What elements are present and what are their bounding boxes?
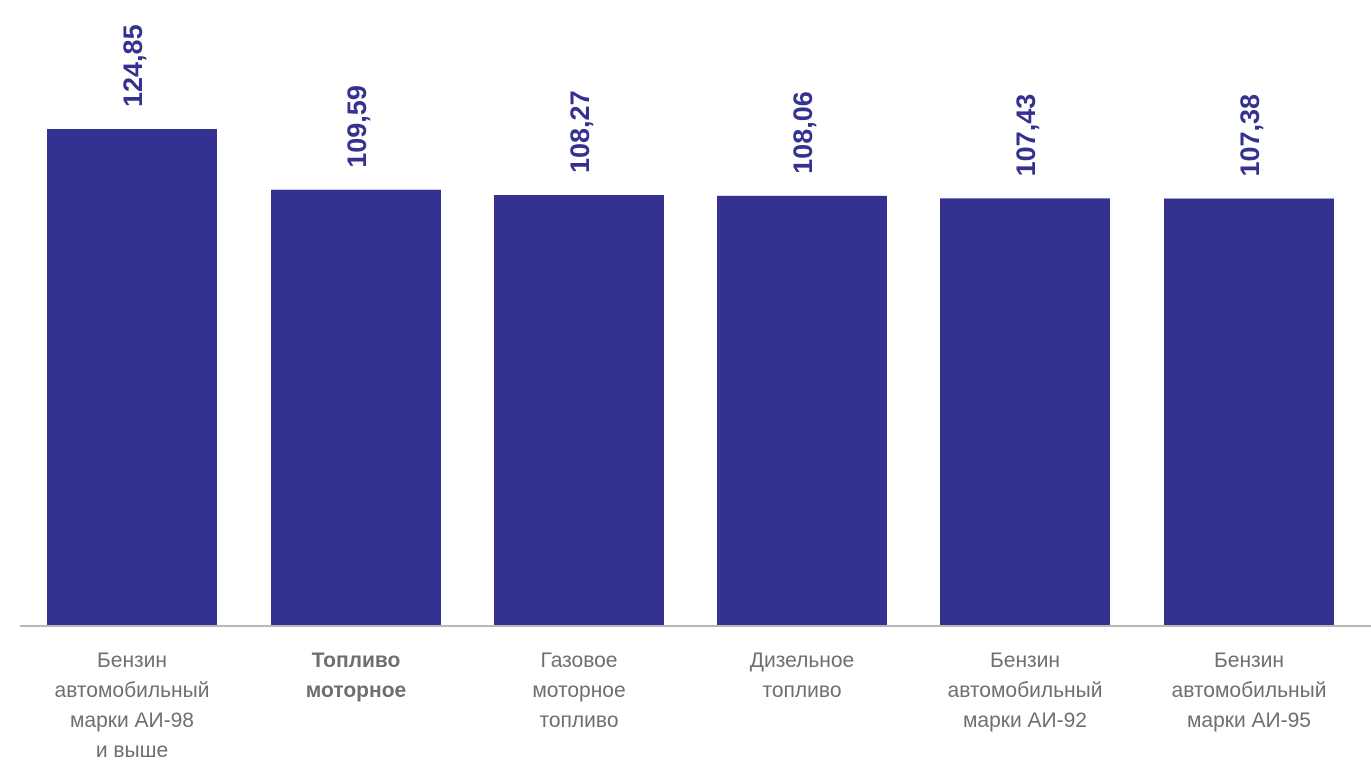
category-label-line: Дизельное bbox=[749, 649, 855, 672]
category-label-line: Топливо bbox=[311, 649, 401, 672]
bar-3 bbox=[717, 195, 887, 626]
bar-5 bbox=[1164, 198, 1334, 626]
value-label-3: 108,06 bbox=[788, 91, 818, 174]
bar-2 bbox=[494, 195, 664, 626]
category-label-0: Бензин автомобильный марки АИ-98 и выше bbox=[32, 646, 232, 766]
category-label-1: Топливо моторное bbox=[256, 646, 456, 706]
value-label-1: 109,59 bbox=[342, 85, 372, 168]
category-label-5: Бензин автомобильный марки АИ-95 bbox=[1149, 646, 1349, 736]
category-label-line: автомобильный bbox=[54, 679, 210, 702]
category-label-line: марки АИ-92 bbox=[962, 709, 1087, 732]
category-label-line: Бензин bbox=[989, 649, 1060, 672]
value-labels-group: 124,85 109,59 108,27 108,06 107,43 107,38 bbox=[118, 24, 1265, 176]
category-label-line: Бензин bbox=[96, 649, 167, 672]
category-label-3: Дизельное топливо bbox=[702, 646, 902, 706]
category-label-line: моторное bbox=[305, 679, 407, 702]
bar-1 bbox=[271, 189, 441, 627]
category-label-2: Газовое моторное топливо bbox=[479, 646, 679, 736]
category-label-line: топливо bbox=[762, 679, 842, 702]
category-label-4: Бензин автомобильный марки АИ-92 bbox=[925, 646, 1125, 736]
bar-4 bbox=[940, 198, 1110, 626]
category-label-line: и выше bbox=[95, 739, 169, 762]
value-label-0: 124,85 bbox=[118, 24, 148, 107]
category-label-line: Бензин bbox=[1213, 649, 1284, 672]
category-label-line: Газовое bbox=[540, 649, 618, 672]
value-label-5: 107,38 bbox=[1235, 94, 1265, 177]
category-label-line: автомобильный bbox=[947, 679, 1103, 702]
bars-group bbox=[47, 129, 1334, 627]
category-label-line: марки АИ-98 bbox=[69, 709, 194, 732]
category-label-line: топливо bbox=[539, 709, 619, 732]
category-label-line: автомобильный bbox=[1171, 679, 1327, 702]
value-label-4: 107,43 bbox=[1011, 94, 1041, 177]
category-label-line: моторное bbox=[532, 679, 626, 702]
value-label-2: 108,27 bbox=[565, 90, 595, 173]
category-label-line: марки АИ-95 bbox=[1186, 709, 1311, 732]
bar-0 bbox=[47, 129, 217, 626]
